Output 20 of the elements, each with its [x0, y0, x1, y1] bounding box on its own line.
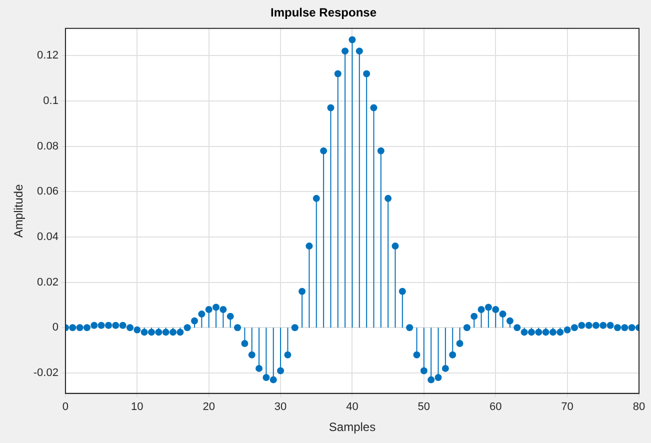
- x-tick-label: 20: [202, 401, 215, 414]
- y-tick-label: -0.02: [33, 367, 58, 380]
- x-tick-label: 50: [418, 401, 430, 414]
- y-tick-label: 0: [52, 322, 58, 334]
- y-tick-label: 0.06: [37, 186, 58, 198]
- y-tick-label: 0.02: [37, 276, 58, 288]
- y-tick-label: 0.04: [37, 231, 58, 244]
- y-tick-label: 0.08: [37, 140, 58, 152]
- x-tick-label: 40: [346, 401, 358, 414]
- x-tick-label: 70: [561, 401, 574, 414]
- x-tick-label: 30: [274, 401, 287, 414]
- x-axis-title: Samples: [328, 420, 376, 434]
- y-axis-title: Amplitude: [12, 184, 26, 238]
- x-tick-label: 10: [131, 401, 144, 414]
- x-tick-label: 0: [62, 401, 69, 414]
- y-tick-label: 0.1: [43, 94, 58, 107]
- x-tick-label: 80: [632, 401, 646, 414]
- y-tick-label: 0.12: [37, 50, 58, 62]
- chart-title: Impulse Response: [270, 6, 377, 20]
- x-tick-label: 60: [489, 401, 502, 414]
